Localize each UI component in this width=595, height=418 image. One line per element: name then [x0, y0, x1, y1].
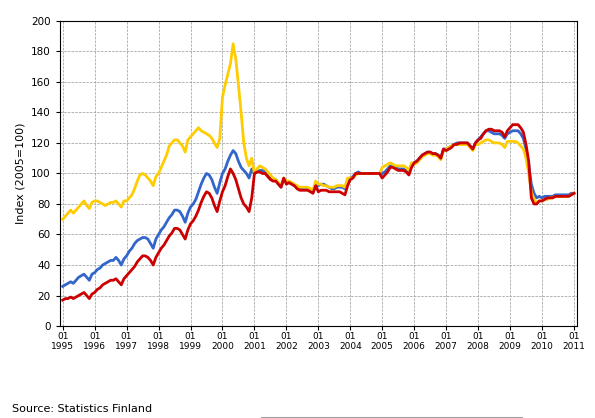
Domestic turnover	[571, 191, 578, 196]
Domestic turnover	[443, 147, 450, 152]
Export turnover	[246, 209, 253, 214]
Export turnover	[59, 298, 66, 303]
Domestic turnover	[179, 143, 186, 148]
Domestic turnover	[248, 156, 255, 161]
Export turnover	[264, 174, 271, 179]
Export turnover	[509, 122, 516, 127]
Total turnover	[264, 173, 271, 178]
Text: Source: Statistics Finland: Source: Statistics Finland	[12, 404, 152, 414]
Export turnover	[443, 148, 450, 153]
Export turnover	[179, 232, 186, 237]
Domestic turnover	[267, 173, 274, 178]
Total turnover	[376, 171, 383, 176]
Line: Export turnover: Export turnover	[62, 125, 574, 300]
Domestic turnover	[445, 145, 452, 150]
Y-axis label: Index (2005=100): Index (2005=100)	[15, 123, 25, 224]
Line: Total turnover: Total turnover	[62, 131, 574, 286]
Total turnover	[246, 176, 253, 181]
Line: Domestic turnover: Domestic turnover	[62, 44, 574, 219]
Total turnover	[179, 214, 186, 219]
Total turnover	[571, 191, 578, 196]
Legend: Total turnover, Domestic turnover, Export turnover: Total turnover, Domestic turnover, Expor…	[261, 417, 522, 418]
Domestic turnover	[59, 217, 66, 222]
Total turnover	[483, 128, 490, 133]
Domestic turnover	[378, 165, 386, 170]
Total turnover	[59, 284, 66, 289]
Total turnover	[440, 147, 447, 152]
Export turnover	[571, 191, 578, 196]
Export turnover	[376, 171, 383, 176]
Total turnover	[443, 147, 450, 152]
Export turnover	[440, 147, 447, 152]
Domestic turnover	[230, 41, 237, 46]
